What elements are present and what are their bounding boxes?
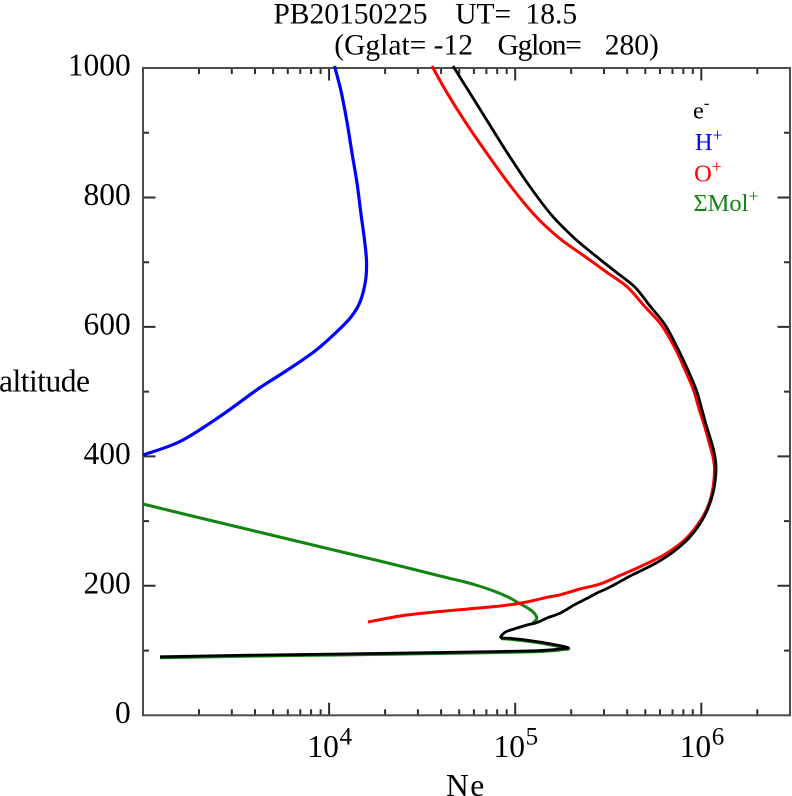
- svg-text:200: 200: [84, 565, 131, 600]
- svg-text:5: 5: [526, 723, 539, 750]
- svg-text:(Gglat= -12: (Gglat= -12: [334, 30, 473, 62]
- svg-text:4: 4: [340, 723, 353, 750]
- svg-text:ΣMol+: ΣMol+: [693, 186, 758, 217]
- svg-text:18.5: 18.5: [526, 0, 578, 30]
- svg-text:PB20150225: PB20150225: [273, 0, 427, 30]
- svg-text:altitude: altitude: [0, 364, 89, 399]
- svg-text:UT=: UT=: [455, 0, 511, 30]
- svg-text:280): 280): [605, 30, 659, 62]
- svg-text:10: 10: [494, 729, 526, 764]
- svg-text:10: 10: [680, 729, 712, 764]
- svg-text:400: 400: [84, 436, 131, 471]
- svg-text:600: 600: [84, 307, 131, 342]
- svg-text:6: 6: [712, 723, 725, 750]
- svg-text:800: 800: [84, 177, 131, 212]
- svg-text:Ne: Ne: [446, 768, 486, 796]
- svg-text:1000: 1000: [68, 48, 131, 83]
- svg-text:10: 10: [307, 729, 339, 764]
- svg-text:0: 0: [115, 695, 131, 730]
- svg-text:Gglon=: Gglon=: [498, 30, 582, 62]
